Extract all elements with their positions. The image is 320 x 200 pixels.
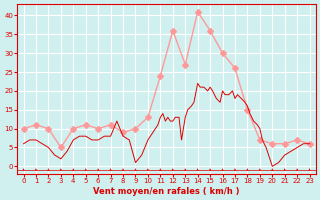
X-axis label: Vent moyen/en rafales ( km/h ): Vent moyen/en rafales ( km/h ) (93, 187, 240, 196)
